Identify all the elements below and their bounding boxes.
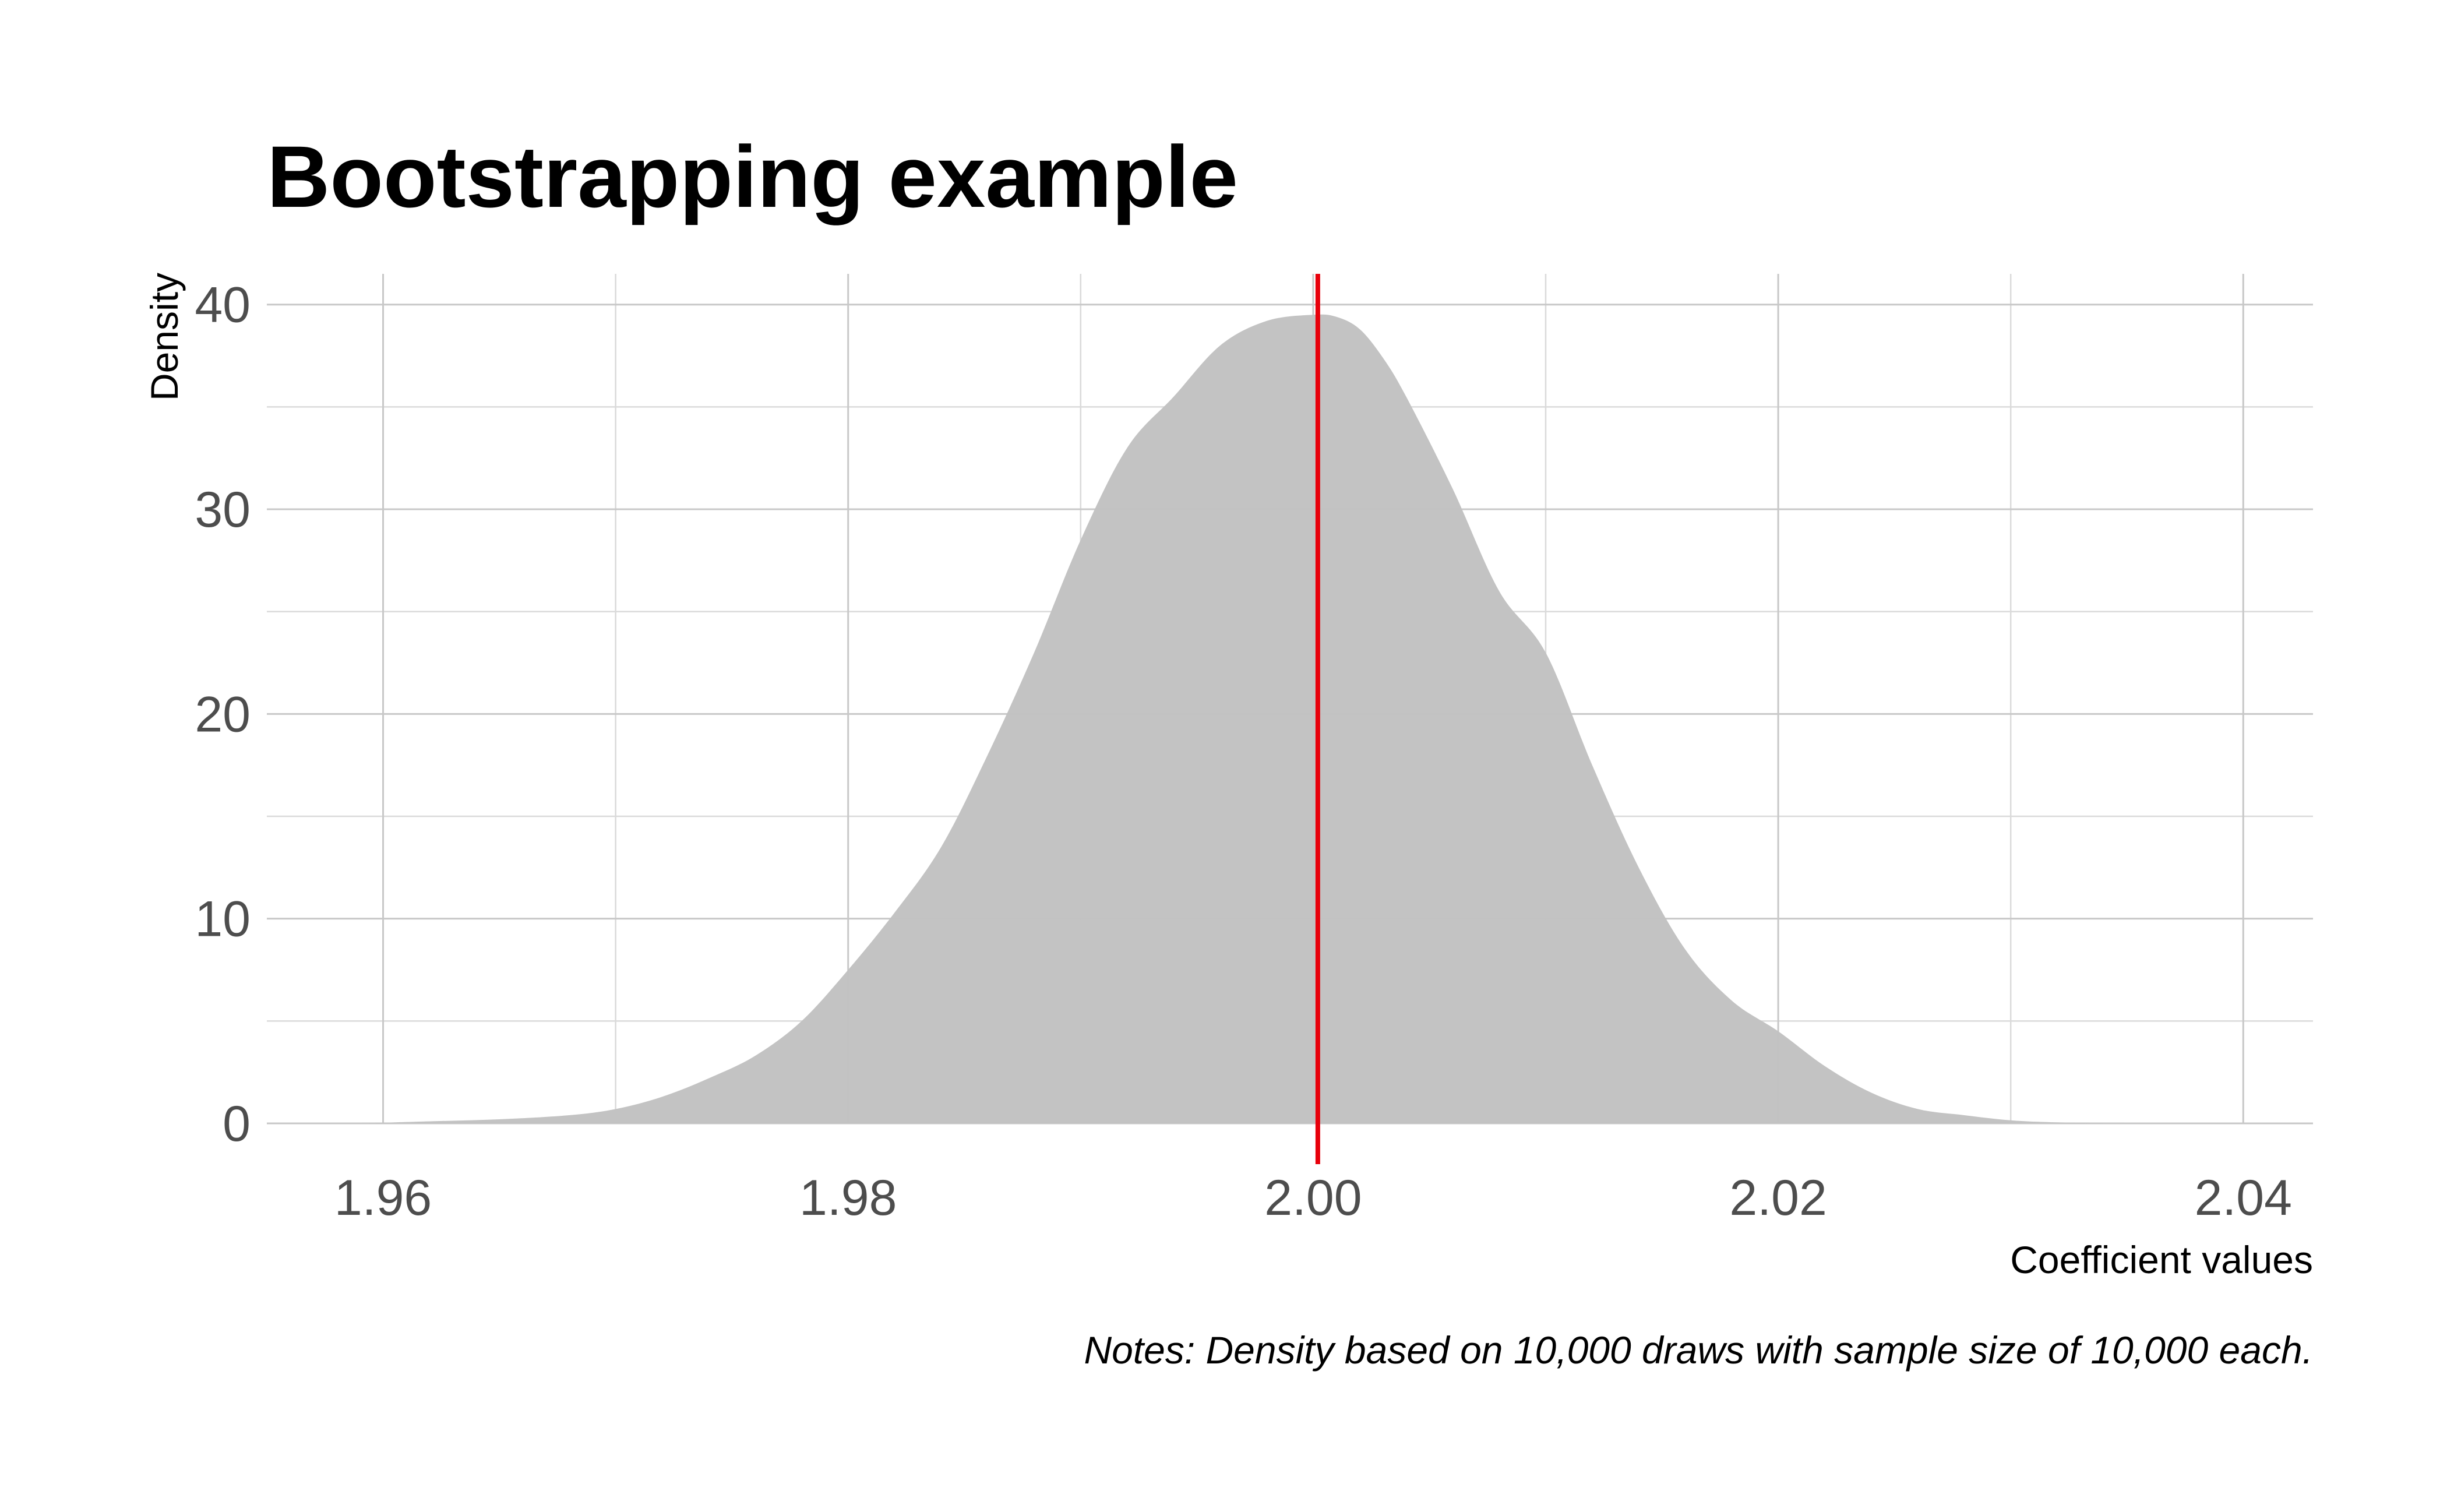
x-tick-label: 2.04 bbox=[2195, 1170, 2292, 1226]
y-tick-label: 0 bbox=[223, 1096, 251, 1152]
x-tick-label: 1.96 bbox=[334, 1170, 432, 1226]
chart-caption: Notes: Density based on 10,000 draws wit… bbox=[1084, 1328, 2313, 1372]
density-area bbox=[359, 314, 2244, 1124]
x-axis-label: Coefficient values bbox=[2010, 1238, 2313, 1281]
y-tick-labels: 0 10 20 30 40 bbox=[195, 277, 251, 1152]
chart-title: Bootstrapping example bbox=[267, 128, 1238, 225]
y-tick-label: 10 bbox=[195, 891, 251, 947]
y-axis-label: Density bbox=[143, 273, 186, 401]
x-tick-label: 2.00 bbox=[1264, 1170, 1362, 1226]
y-tick-label: 20 bbox=[195, 686, 251, 742]
x-tick-label: 2.02 bbox=[1729, 1170, 1827, 1226]
x-tick-labels: 1.96 1.98 2.00 2.02 2.04 bbox=[334, 1170, 2292, 1226]
y-tick-label: 40 bbox=[195, 277, 251, 333]
x-tick-label: 1.98 bbox=[799, 1170, 897, 1226]
y-tick-label: 30 bbox=[195, 482, 251, 538]
